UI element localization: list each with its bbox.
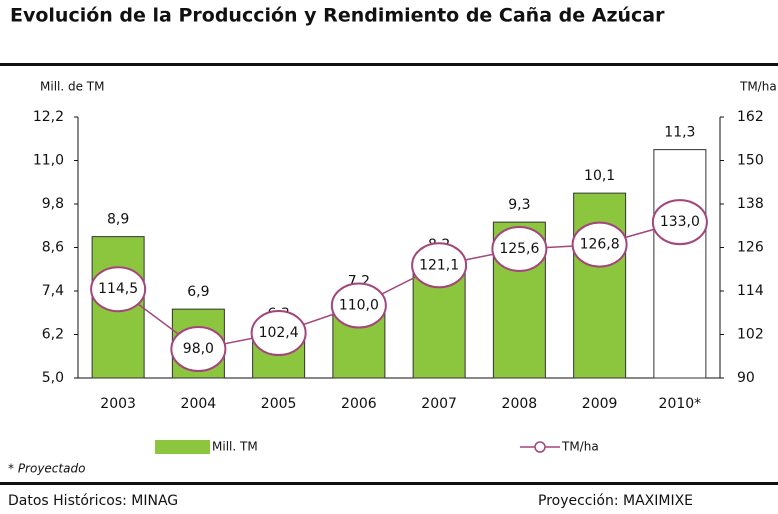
- bar-value-label: 6,9: [187, 284, 209, 300]
- x-tick-label: 2010*: [659, 396, 702, 412]
- line-value-label: 114,5: [98, 281, 138, 297]
- y-tick-label: 12,2: [33, 109, 64, 125]
- line-marker: [170, 326, 227, 372]
- line-marker: [651, 199, 708, 246]
- y-tick-label: 9,8: [42, 196, 64, 212]
- x-tick-label: 2004: [181, 396, 217, 412]
- y-tick-label: 11,0: [33, 153, 64, 169]
- bar: [573, 192, 627, 379]
- line-marker: [411, 242, 468, 289]
- chart-title: Evolución de la Producción y Rendimiento…: [10, 5, 665, 27]
- line-value-label: 126,8: [580, 237, 620, 253]
- bottom-rule: [0, 482, 778, 485]
- bar-value-label: 11,3: [664, 125, 695, 141]
- line-value-label: 125,6: [499, 241, 539, 257]
- x-tick-label: 2005: [261, 396, 297, 412]
- y-axis-label: Mill. de TM: [40, 80, 104, 94]
- legend-label: TM/ha: [561, 440, 599, 454]
- line-value-label: 102,4: [259, 325, 299, 341]
- legend-swatch: [155, 440, 210, 454]
- line-value-label: 133,0: [660, 214, 700, 230]
- line-value-label: 121,1: [419, 257, 459, 273]
- x-tick-label: 2003: [100, 396, 136, 412]
- bar: [653, 149, 707, 379]
- line-marker: [491, 225, 548, 272]
- x-tick-label: 2008: [502, 396, 538, 412]
- y-tick-label: 6,2: [42, 327, 64, 343]
- y-tick-label: 5,0: [42, 370, 64, 386]
- bar-value-label: 10,1: [584, 168, 615, 184]
- bar-value-label: 9,3: [508, 197, 530, 213]
- line-marker: [90, 266, 147, 313]
- bar-value-label: 8,9: [107, 212, 129, 228]
- y2-tick-label: 102: [737, 327, 764, 343]
- y2-tick-label: 162: [737, 109, 764, 125]
- x-tick-label: 2006: [341, 396, 377, 412]
- x-tick-label: 2007: [421, 396, 457, 412]
- source-left: Datos Históricos: MINAG: [8, 493, 178, 509]
- line-value-label: 98,0: [183, 341, 214, 357]
- line-marker: [250, 310, 307, 357]
- legend-marker: [534, 441, 546, 453]
- source-right: Proyección: MAXIMIXE: [538, 493, 693, 509]
- top-rule: [0, 63, 778, 66]
- y2-tick-label: 138: [737, 196, 764, 212]
- y-tick-label: 8,6: [42, 240, 64, 256]
- line-marker: [571, 221, 628, 268]
- line-value-label: 110,0: [339, 298, 379, 314]
- line-marker: [330, 282, 387, 329]
- y2-tick-label: 150: [737, 153, 764, 169]
- legend-label: Mill. TM: [212, 440, 258, 454]
- y2-tick-label: 126: [737, 240, 764, 256]
- footnote: * Proyectado: [8, 462, 85, 476]
- y2-axis-label: TM/ha: [739, 80, 777, 94]
- y2-tick-label: 90: [737, 370, 755, 386]
- y-tick-label: 7,4: [42, 283, 64, 299]
- x-tick-label: 2009: [582, 396, 618, 412]
- y2-tick-label: 114: [737, 283, 764, 299]
